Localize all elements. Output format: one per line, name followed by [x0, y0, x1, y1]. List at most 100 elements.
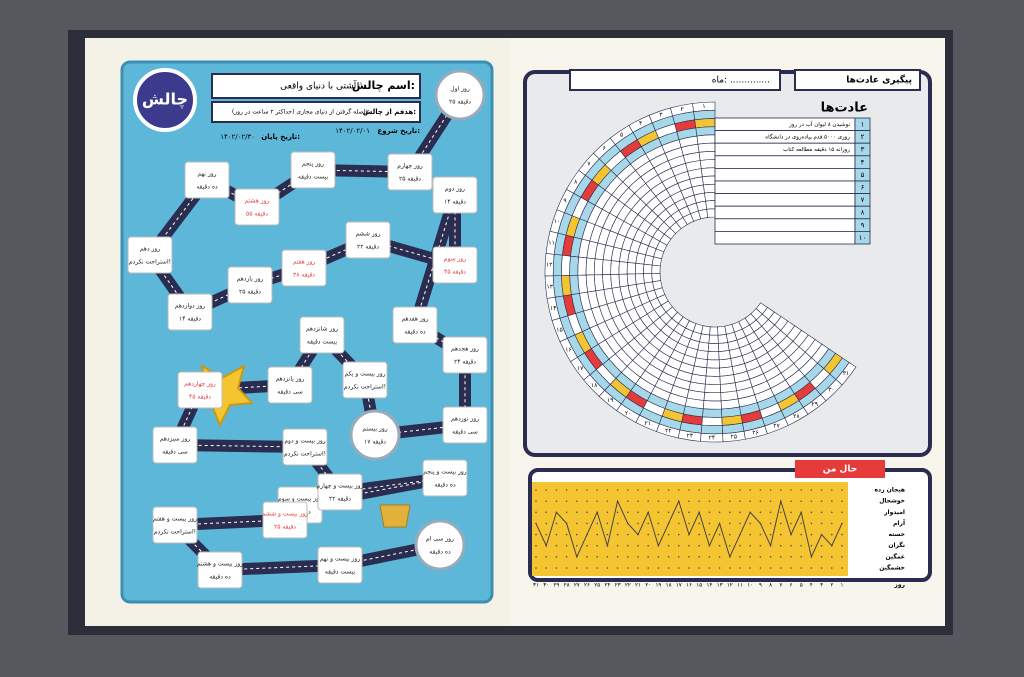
fan-cell	[706, 359, 720, 369]
day-note: سی دقیقه	[277, 389, 303, 396]
mood-area	[532, 482, 848, 576]
day-name: روز دوازدهم	[175, 303, 206, 310]
day-note: ده دقیقه	[404, 329, 426, 336]
day-note: ده دقیقه	[429, 549, 451, 556]
grid-dot	[616, 522, 619, 525]
grid-dot	[647, 556, 649, 558]
day-note: استراحت نکردم!	[154, 529, 196, 536]
mood-day-label: ۲۸	[564, 583, 570, 589]
mood-day-label: ۱۴	[706, 583, 712, 589]
grid-dot	[718, 500, 721, 502]
grid-dot	[820, 522, 823, 525]
fan-cell	[610, 260, 620, 275]
grid-dot	[759, 489, 762, 491]
grid-dot	[790, 544, 792, 547]
grid-dot	[780, 522, 782, 525]
grid-dot	[759, 544, 762, 547]
grid-dot	[647, 489, 649, 491]
habit-row	[714, 230, 856, 245]
fan-cell	[707, 351, 720, 361]
grid-dot	[739, 544, 741, 547]
fan-day-label: ۱	[702, 103, 705, 110]
grid-dot	[586, 500, 588, 502]
grid-dot	[820, 511, 823, 514]
grid-dot	[545, 533, 547, 536]
day-note: ۲۵ دقیقه	[239, 289, 261, 296]
tracker-title-box	[794, 69, 921, 91]
grid-dot	[800, 522, 802, 525]
mood-day-label: ۷	[779, 583, 782, 589]
grid-dot	[586, 567, 588, 569]
mood-line	[535, 499, 843, 559]
fan-cell	[577, 256, 588, 276]
month-box	[569, 69, 781, 91]
grid-dot	[729, 489, 731, 491]
day-name: روز یازدهم	[237, 276, 264, 283]
day-note: سی دقیقه	[162, 449, 188, 456]
day-note: بیست دقیقه	[325, 569, 356, 576]
habit-num: ۱۰	[859, 234, 867, 242]
grid-dot	[698, 533, 700, 536]
fan-cell	[618, 273, 629, 288]
habit-num: ۲	[861, 133, 865, 141]
habit-num: ۹	[861, 221, 865, 229]
day-name: روز سیزدهم	[160, 436, 191, 443]
mood-day-label: ۶	[790, 583, 793, 589]
mood-label: خسته	[888, 531, 905, 538]
mood-label: نگران	[888, 541, 905, 549]
grid-dot	[627, 544, 629, 547]
fan-cell	[704, 383, 722, 394]
grid-dot	[555, 533, 558, 536]
fan-cell	[708, 334, 719, 344]
grid-dot	[627, 511, 629, 514]
grid-dot	[769, 511, 772, 514]
grid-dot	[627, 489, 629, 491]
day-name: روز بیست و پنجم	[423, 469, 466, 476]
fan-day-label: ۲	[681, 106, 684, 113]
day-circle	[349, 409, 401, 461]
grid-dot	[841, 500, 843, 502]
grid-dot	[606, 522, 609, 525]
grid-dot	[729, 522, 731, 525]
grid-dot	[810, 567, 813, 569]
habit-num: ۶	[861, 184, 865, 192]
grid-dot	[820, 500, 823, 502]
grid-dot	[606, 500, 609, 502]
fan-cell	[718, 341, 730, 352]
mood-label: خوشحال	[879, 498, 905, 505]
mood-day-label: ۴	[810, 583, 813, 589]
grid-dot	[667, 489, 670, 491]
habit-num: ۳	[861, 146, 865, 154]
fan-day-label: ۹	[563, 198, 566, 205]
grid-dot	[637, 567, 639, 569]
grid-dot	[841, 556, 843, 558]
grid-dot	[698, 489, 700, 491]
grid-dot	[841, 511, 843, 514]
fan-day-label: ۱۳	[547, 283, 554, 290]
grid-dot	[759, 556, 762, 558]
grid-dot	[606, 533, 609, 536]
grid-dot	[729, 500, 731, 502]
fan-day-label: ۱۹	[607, 397, 613, 404]
grid-dot	[545, 556, 547, 558]
grid-dot	[841, 567, 843, 569]
fan-cell	[705, 200, 716, 210]
grid-dot	[647, 567, 649, 569]
day-note: بیست دقیقه	[298, 174, 329, 181]
grid-dot	[810, 522, 813, 525]
day-name: روز هجدهم	[451, 346, 479, 353]
mood-day-label: ۱	[841, 583, 844, 589]
grid-dot	[769, 533, 772, 536]
grid-dot	[831, 511, 833, 514]
day-card	[422, 459, 468, 497]
day-card	[317, 546, 363, 584]
grid-dot	[831, 567, 833, 569]
grid-dot	[790, 489, 792, 491]
grid-dot	[780, 489, 782, 491]
fan-cell	[593, 258, 604, 276]
day-name: روز سوم	[444, 256, 467, 263]
day-card	[281, 249, 327, 287]
badge	[133, 68, 197, 132]
grid-dot	[749, 544, 751, 547]
grid-dot	[627, 567, 629, 569]
